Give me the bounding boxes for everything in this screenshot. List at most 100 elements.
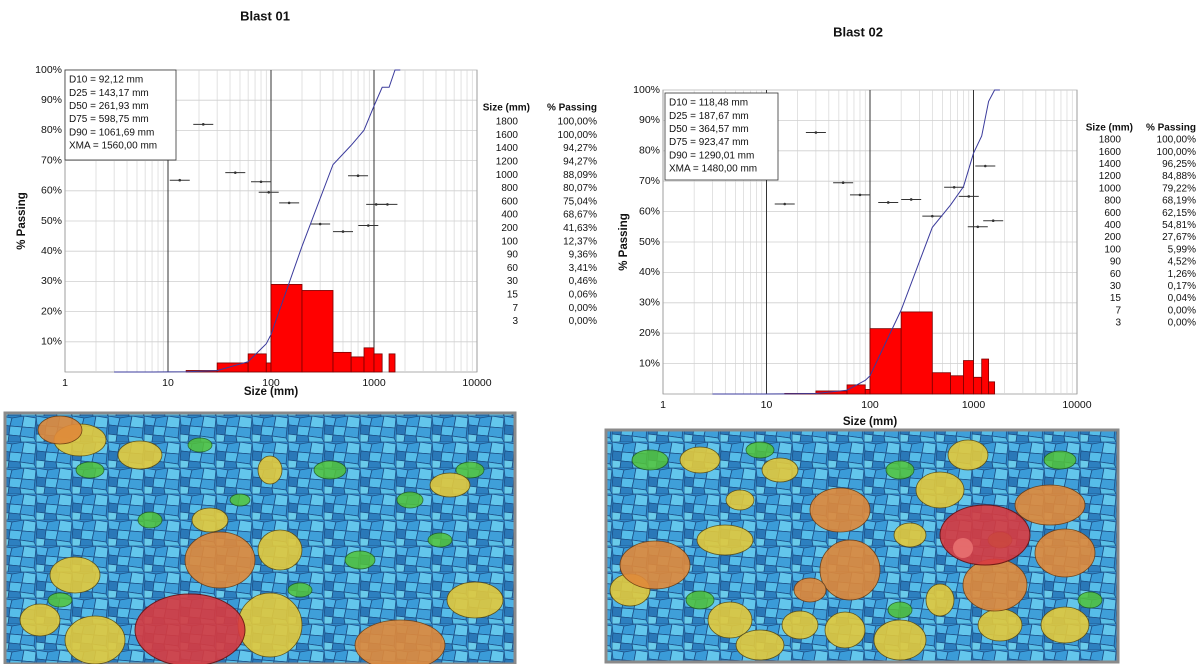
table-header: Size (mm) [483,103,530,114]
table-size: 60 [507,263,519,274]
bar [247,353,267,373]
bar [864,389,871,395]
bar [950,375,964,395]
table-passing: 12,37% [563,236,597,247]
stat-text: D50 = 261,93 mm [69,101,149,112]
stat-text: D25 = 143,17 mm [69,88,149,99]
table-passing: 100,00% [558,130,598,141]
table-passing: 9,36% [569,250,597,261]
y-axis-title: % Passing [618,213,630,271]
table-passing: 3,41% [569,263,597,274]
marker-point [858,193,862,197]
bar [963,360,974,395]
bar [981,358,990,395]
table-size: 15 [1110,293,1122,304]
x-tick-label: 100 [861,399,879,411]
histogram-chart: 10% 20% 30% 40% 50% 60% 70% 80% 90% 100% 1 10 100 100… [618,24,1196,428]
table-size: 800 [501,183,518,194]
marker-point [259,180,263,184]
y-tick-label: 50% [41,215,62,227]
table-passing: 94,27% [563,157,597,168]
table-passing: 68,19% [1162,196,1196,207]
table-passing: 1,26% [1168,269,1196,280]
chart-title: Blast 02 [833,24,883,39]
y-tick-label: 100% [35,64,62,76]
table-passing: 100,00% [1157,147,1197,158]
x-tick-label: 1000 [962,399,986,411]
table-passing: 94,27% [563,143,597,154]
table-size: 1000 [1099,183,1122,194]
y-tick-label: 20% [41,305,62,317]
table-size: 30 [507,276,519,287]
table-size: 30 [1110,281,1122,292]
y-tick-label: 60% [639,205,660,217]
marker-point [931,214,934,218]
y-tick-label: 90% [41,94,62,106]
bar [373,353,383,373]
table-size: 1600 [1099,147,1122,158]
stat-text: D10 = 92,12 mm [69,75,143,86]
table-size: 1400 [496,143,519,154]
table-passing: 41,63% [563,223,597,234]
x-tick-label: 1 [62,377,68,389]
y-tick-label: 100% [633,84,660,96]
stats-box [664,92,779,181]
passing-curve [114,69,401,373]
x-tick-label: 1000 [362,377,386,389]
table-size: 60 [1110,269,1122,280]
table-size: 100 [1104,244,1121,255]
bar [869,328,902,395]
chart-title: Blast 01 [240,8,290,23]
table-passing: 100,00% [1157,135,1197,146]
stat-text: D75 = 923,47 mm [669,137,749,148]
marker-point [366,224,370,227]
bar [363,347,375,373]
y-tick-label: 30% [41,275,62,287]
table-size: 600 [1104,208,1121,219]
x-tick-label: 100 [262,377,280,389]
stat-text: D90 = 1290,01 mm [669,150,754,161]
y-tick-label: 60% [41,185,62,197]
stat-text: D25 = 187,67 mm [669,111,749,122]
marker-point [356,174,360,177]
y-tick-label: 10% [41,336,62,348]
y-tick-label: 10% [639,357,660,369]
stat-text: D50 = 364,57 mm [669,124,749,135]
table-size: 7 [512,303,518,314]
table-header: % Passing [547,103,597,114]
marker-point [909,198,913,201]
marker-point [967,195,971,198]
table-header: % Passing [1146,123,1196,134]
marker-point [287,201,291,205]
bar [265,362,272,373]
table-passing: 54,81% [1162,220,1196,231]
table-size: 1200 [496,157,519,168]
table-passing: 0,06% [569,290,597,301]
marker-point [233,171,237,174]
y-tick-label: 80% [41,124,62,136]
table-size: 1200 [1099,171,1122,182]
table-size: 800 [1104,196,1121,207]
stats-box [64,69,177,161]
table-passing: 88,09% [563,170,597,181]
table-passing: 4,52% [1168,257,1196,268]
table-passing: 79,22% [1162,183,1196,194]
table-header: Size (mm) [1086,123,1133,134]
marker-point [841,181,845,185]
x-tick-label: 10 [162,377,174,389]
y-tick-label: 40% [639,266,660,278]
table-passing: 80,07% [563,183,597,194]
x-tick-label: 10 [761,399,773,411]
table-passing: 0,04% [1168,293,1196,304]
bar [846,384,866,395]
y-tick-label: 70% [639,175,660,187]
marker-point [783,202,787,206]
marker-point [983,164,987,168]
marker-point [178,178,182,182]
stat-text: D90 = 1061,69 mm [69,127,154,138]
bar [988,381,996,395]
table-size: 1800 [1099,135,1122,146]
table-passing: 62,15% [1162,208,1196,219]
marker-point [814,131,818,134]
